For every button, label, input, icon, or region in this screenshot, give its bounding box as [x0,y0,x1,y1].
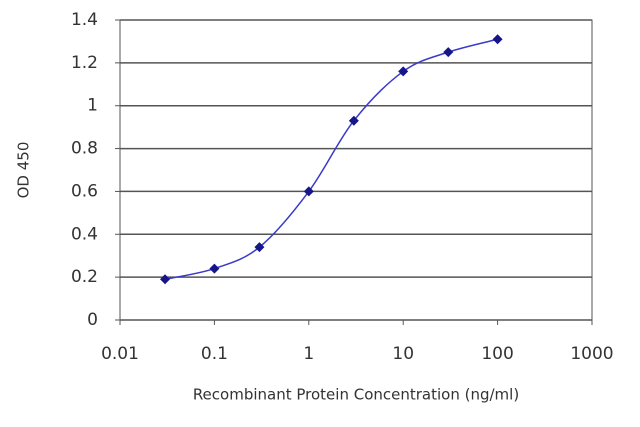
x-tick-label: 0.01 [101,344,139,364]
y-tick-label: 1 [87,96,98,116]
y-tick-label: 0.4 [71,224,98,244]
plot-area [119,19,593,321]
x-tick-label: 1000 [570,344,613,364]
data-point [209,263,220,274]
y-tick-label: 0.2 [71,267,98,287]
x-tick-label: 0.1 [201,344,228,364]
x-tick-label: 10 [392,344,414,364]
data-point [254,242,265,253]
data-point [492,34,503,45]
x-tick-label: 1 [303,344,314,364]
x-axis-label: Recombinant Protein Concentration (ng/ml… [193,386,519,404]
data-point [443,47,454,58]
y-axis-label: OD 450 [15,142,33,199]
data-point [348,115,359,126]
data-line [164,38,498,281]
data-point [160,274,171,285]
x-tick-label: 100 [481,344,513,364]
y-tick-label: 1.4 [71,10,98,30]
y-tick-label: 1.2 [71,53,98,73]
y-tick-label: 0.8 [71,139,98,159]
y-tick-label: 0.6 [71,181,98,201]
y-tick-label: 0 [87,310,98,330]
data-point [303,186,314,197]
data-point [398,66,409,77]
